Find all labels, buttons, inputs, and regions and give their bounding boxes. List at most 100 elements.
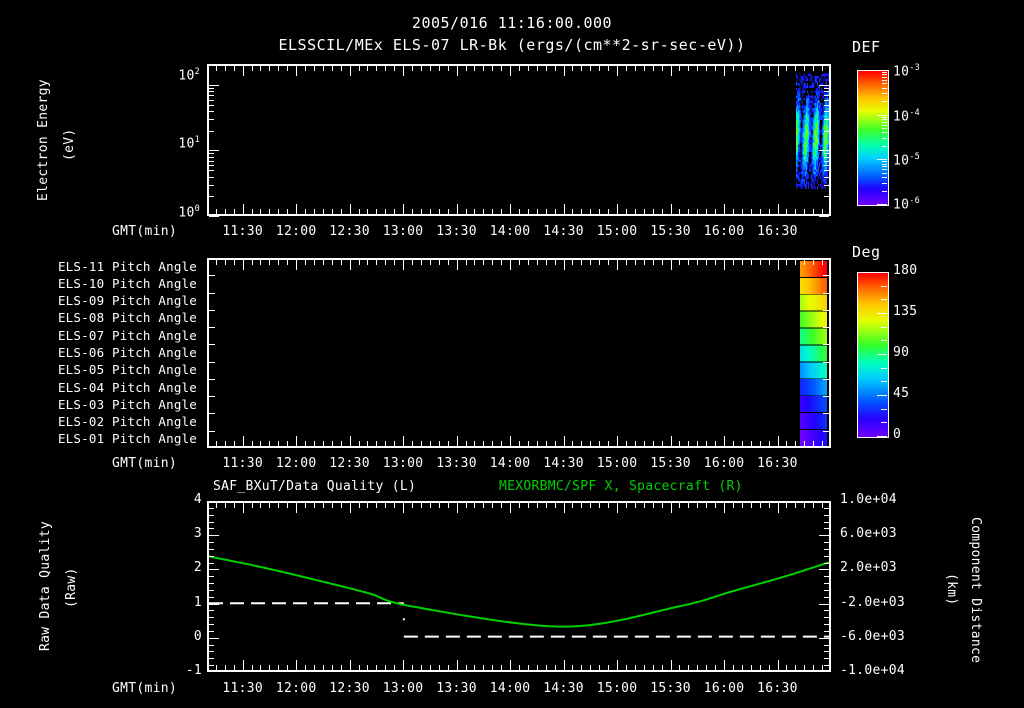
xtick-label: 11:30 [222,456,263,471]
spectrogram-xtick-labels: 11:30 12:00 12:30 13:00 13:30 14:00 14:30 15:00… [0,224,1024,242]
bottom-ylabel-right-units: (km) [944,573,959,606]
pitch-angle-row-label: ELS-02 Pitch Angle [57,414,197,430]
deg-colorbar-tick-label: 0 [893,427,902,442]
data-quality-traces [209,503,829,670]
spectrogram-xaxis-label: GMT(min) [112,224,178,239]
pitch-angle-row-label: ELS-10 Pitch Angle [57,275,197,291]
pitch-angle-row-label: ELS-06 Pitch Angle [57,345,197,360]
xtick-label: 13:00 [382,456,424,471]
pitch-angle-row-label: ELS-05 Pitch Angle [57,362,197,378]
deg-colorbar-tick-label: 45 [893,386,910,401]
xtick-label: 14:00 [489,224,531,239]
bottom-panel-title-left: SAF_BXuT/Data Quality (L) [213,479,417,494]
xtick-label: 15:00 [596,456,638,471]
xtick-label: 11:30 [222,681,263,696]
bottom-ylabel-right: Component Distance [968,517,983,664]
bottom-ytick-left-label: 1 [193,594,202,610]
xtick-label: 14:30 [543,456,584,471]
pitch-angle-row-label: ELS-11 Pitch Angle [57,258,197,274]
ylabel-top-2: (eV) [62,128,77,162]
bottom-ytick-left-label: 3 [193,526,202,542]
bottom-ytick-right-labels: 1.0e+04 6.0e+03 2.0e+03 -2.0e+03 -6.0e+03 -1.… [840,490,950,685]
xtick-label: 14:00 [489,456,531,471]
spectrogram-ylabel-units: (eV) [62,105,77,185]
deg-colorbar-title: Deg [852,243,881,261]
bottom-ytick-right-label: 1.0e+04 [840,492,897,507]
pitch-angle-row-label: ELS-09 Pitch Angle [57,293,197,309]
pitch-xtick-labels: 11:30 12:00 12:30 13:00 13:30 14:00 14:30 15:00… [0,456,1024,474]
def-cbtick-6: 10-6 [893,195,921,213]
xtick-label: 12:30 [329,224,370,239]
xtick-label: 16:00 [703,681,745,696]
xtick-label: 13:30 [436,456,477,471]
deg-colorbar-tick-label: 90 [893,345,910,360]
bottom-xaxis-label: GMT(min) [112,681,178,696]
pitch-xaxis-label: GMT(min) [112,456,178,471]
pitch-angle-panel[interactable] [207,258,831,448]
pitch-angle-row-label: ELS-07 Pitch Angle [57,327,197,343]
xtick-label: 16:30 [757,456,798,471]
xtick-label: 16:30 [757,224,798,239]
deg-colorbar-labels: 180 135 90 45 0 [893,262,973,452]
xtick-label: 15:30 [650,224,691,239]
bottom-ytick-right-label: 6.0e+03 [840,526,897,542]
spectrogram-data [796,66,829,189]
spectrogram-panel[interactable] [207,64,831,216]
pitch-angle-row-label: ELS-04 Pitch Angle [57,379,197,395]
pitch-angle-row-labels: ELS-11 Pitch Angle ELS-10 Pitch Angle ELS-… [0,258,203,448]
def-colorbar-title: DEF [852,38,881,56]
pitch-angle-row-label: ELS-01 Pitch Angle [57,431,197,447]
bottom-ytick-right-label: -2.0e+03 [840,594,906,610]
page-title: 2005/016 11:16:00.000 [0,14,1024,32]
data-quality-panel[interactable] [207,501,831,672]
xtick-label: 15:30 [650,456,691,471]
xtick-label: 15:00 [596,224,638,239]
pitch-angle-row-label: ELS-03 Pitch Angle [57,396,197,412]
xtick-label: 14:30 [543,224,584,239]
deg-colorbar-tick-label: 180 [893,263,918,278]
xtick-label: 12:30 [329,456,370,471]
bottom-ytick-right-label: -6.0e+03 [840,628,906,644]
def-cbtick-5: 10-5 [893,151,921,169]
def-cbtick-4: 10-4 [893,107,921,125]
xtick-label: 14:00 [489,681,531,696]
spectrogram-ytick-0: 100 [178,203,200,221]
bottom-ytick-left-label: 4 [193,492,202,507]
pitch-angle-row-label: ELS-08 Pitch Angle [57,310,197,326]
ylabel-top-1: Electron Energy [36,79,51,201]
bottom-panel-title-right: MEXORBMC/SPF X, Spacecraft (R) [499,479,743,494]
def-cbtick-3: 10-3 [893,62,921,80]
pitch-angle-data [800,260,827,446]
xtick-label: 12:30 [329,681,370,696]
bottom-xtick-labels: 11:30 12:00 12:30 13:00 13:30 14:00 14:30 15:00… [0,681,1024,699]
xtick-label: 12:00 [275,681,317,696]
bottom-ylabel-left: Raw Data Quality [38,520,53,652]
xtick-label: 16:00 [703,224,745,239]
bottom-ytick-right-label: -1.0e+04 [840,663,906,678]
xtick-label: 16:30 [757,681,798,696]
xtick-label: 13:30 [436,224,477,239]
spectrogram-ytick-1: 101 [178,134,200,152]
xtick-label: 13:30 [436,681,477,696]
xtick-label: 13:00 [382,224,424,239]
xtick-label: 15:00 [596,681,638,696]
bottom-ytick-left-label: 2 [193,560,202,576]
xtick-label: 13:00 [382,681,424,696]
def-colorbar [857,70,889,206]
deg-colorbar [857,272,889,438]
xtick-label: 12:00 [275,456,317,471]
xtick-label: 16:00 [703,456,745,471]
title-timestamp: 2005/016 11:16:00.000 [411,14,613,32]
page-subtitle: ELSSCIL/MEx ELS-07 LR-Bk (ergs/(cm**2-sr… [0,36,1024,54]
deg-colorbar-tick-label: 135 [893,304,918,319]
bottom-ytick-left-label: -1 [185,663,202,678]
bottom-ytick-left-labels: 4 3 2 1 0 -1 [150,490,202,685]
spectrogram-ytick-2: 102 [178,66,200,84]
xtick-label: 15:30 [650,681,691,696]
xtick-label: 12:00 [275,224,317,239]
xtick-label: 14:30 [543,681,584,696]
xtick-label: 11:30 [222,224,263,239]
spectrogram-ylabel: Electron Energy [36,60,51,220]
bottom-ylabel-left-units: (Raw) [64,567,79,608]
subtitle-text: ELSSCIL/MEx ELS-07 LR-Bk (ergs/(cm**2-sr… [278,36,746,54]
